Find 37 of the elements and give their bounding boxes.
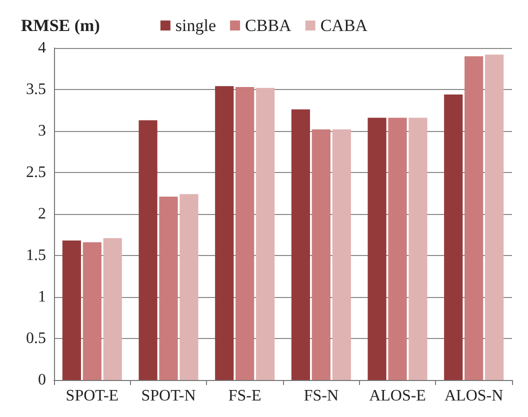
y-tick-label: 1 — [38, 288, 46, 306]
bar — [388, 118, 407, 380]
bar — [159, 196, 178, 380]
bar — [236, 87, 254, 380]
y-axis-title: RMSE (m) — [21, 16, 100, 35]
y-tick-label: 4 — [38, 40, 46, 56]
y-tick-label: 2.5 — [26, 164, 46, 181]
bar — [103, 238, 122, 380]
bar — [408, 118, 428, 380]
x-tick-label: FS-N — [304, 388, 339, 404]
y-tick-label: 2 — [38, 206, 46, 222]
y-tick-label: 0 — [38, 372, 46, 388]
bar — [256, 88, 275, 380]
legend-label: single — [175, 16, 216, 35]
y-tick-label: 0.5 — [26, 330, 46, 347]
y-tick-label: 3.5 — [26, 81, 46, 98]
x-tick-label: ALOS-N — [444, 388, 504, 404]
bar — [82, 242, 102, 380]
bar — [464, 56, 484, 380]
bar — [484, 54, 504, 380]
bar — [332, 129, 351, 380]
bar — [368, 118, 386, 380]
x-tick-label: SPOT-N — [141, 388, 196, 404]
legend-label: CBBA — [245, 16, 292, 35]
y-tick-label: 3 — [38, 122, 46, 140]
bar — [138, 120, 158, 380]
bar — [215, 86, 234, 380]
bar — [180, 194, 198, 380]
bar — [312, 129, 330, 380]
x-tick-label: SPOT-E — [66, 388, 119, 404]
y-tick-label: 1.5 — [26, 247, 46, 264]
bar — [444, 94, 463, 380]
x-tick-label: FS-E — [228, 388, 262, 404]
bar — [291, 109, 310, 380]
legend-label: CABA — [320, 16, 368, 35]
bar — [62, 240, 82, 380]
x-tick-label: ALOS-E — [369, 388, 426, 404]
